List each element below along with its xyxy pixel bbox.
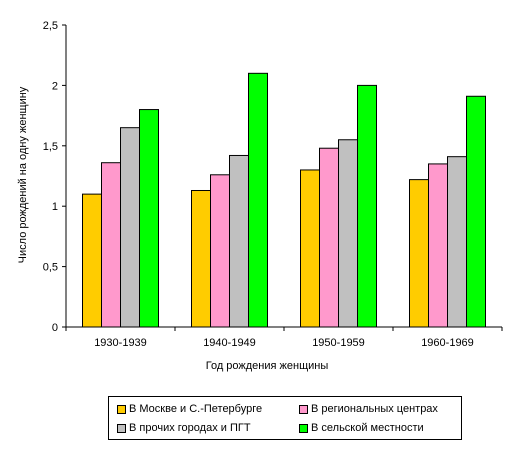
x-tick-label: 1950-1959	[312, 337, 365, 349]
bar-2-1960-1969	[428, 163, 448, 328]
bar-2-1940-1949	[210, 174, 230, 328]
axes-group	[62, 24, 503, 331]
bar-3-1930-1939	[120, 127, 140, 328]
bar-4-1960-1969	[466, 95, 486, 328]
legend-swatch-regional	[299, 404, 308, 414]
x-axis-title: Год рождения женщины	[206, 360, 329, 372]
legend-swatch-moscow	[117, 404, 126, 414]
y-tick-label: 1,5	[43, 141, 58, 153]
y-tick-label: 0,5	[43, 262, 58, 274]
legend-swatch-rural	[299, 423, 308, 433]
bar-4-1940-1949	[248, 72, 268, 328]
labels-group: 1930-1939 1940-1949 1950-1959 1960-1969 0 0,5…	[43, 20, 474, 349]
y-tick-label: 1	[52, 201, 58, 213]
bar-3-1960-1969	[447, 156, 467, 328]
legend-item-rural: В сельской местности	[299, 422, 424, 434]
bar-1-1950-1959	[300, 169, 320, 328]
bar-4-1930-1939	[139, 109, 159, 328]
x-tick-label: 1940-1949	[203, 337, 256, 349]
legend-label-other-cities: В прочих городах и ПГТ	[129, 422, 251, 434]
bar-3-1950-1959	[338, 139, 358, 328]
y-axis-title: Число рождений на одну женщину	[17, 86, 29, 263]
legend-label-regional: В региональных центрах	[311, 403, 438, 415]
y-tick-label: 2	[52, 80, 58, 92]
bar-1-1940-1949	[191, 189, 211, 328]
legend-item-other-cities: В прочих городах и ПГТ	[117, 422, 251, 434]
bars-group	[82, 72, 486, 328]
bar-3-1940-1949	[229, 154, 249, 328]
legend-item-regional: В региональных центрах	[299, 403, 438, 415]
legend-item-moscow: В Москве и С.-Петербурге	[117, 403, 262, 415]
y-tick-label: 2,5	[43, 20, 58, 32]
legend-label-rural: В сельской местности	[311, 422, 424, 434]
legend: В Москве и С.-Петербурге В региональных …	[108, 396, 462, 440]
legend-label-moscow: В Москве и С.-Петербурге	[129, 403, 263, 415]
bar-1-1930-1939	[82, 193, 102, 328]
x-tick-label: 1930-1939	[94, 337, 147, 349]
legend-swatch-other-cities	[117, 423, 126, 433]
bar-1-1960-1969	[409, 179, 429, 328]
bar-4-1950-1959	[357, 84, 377, 328]
y-tick-label: 0	[52, 322, 58, 334]
bar-2-1930-1939	[101, 162, 121, 328]
x-tick-label: 1960-1969	[421, 337, 474, 349]
bar-2-1950-1959	[319, 147, 339, 328]
